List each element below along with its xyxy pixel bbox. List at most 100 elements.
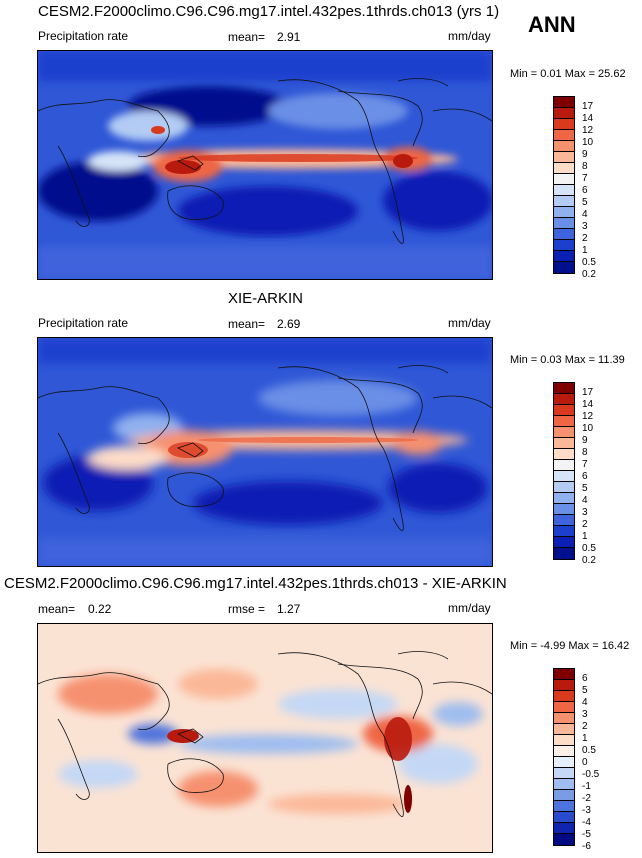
panel3-map xyxy=(37,623,493,853)
panel2-color-swatch xyxy=(554,493,574,504)
season-label: ANN xyxy=(528,12,576,37)
panel3-colorbar-label: 0 xyxy=(582,757,588,768)
panel2-variable: Precipitation rate xyxy=(38,316,129,330)
panel1-title: CESM2.F2000climo.C96.C96.mg17.intel.432p… xyxy=(38,3,500,20)
panel3-color-swatch xyxy=(554,669,574,680)
panel3-colorbar-label: 5 xyxy=(582,685,588,696)
panel2-colorbar-label: 1 xyxy=(582,531,588,542)
panel2-colorbar xyxy=(553,382,575,560)
panel1-color-swatch xyxy=(554,207,574,218)
panel1-color-swatch xyxy=(554,229,574,240)
panel3-colorbar-label: 1 xyxy=(582,733,588,744)
panel2-colorbar-label: 5 xyxy=(582,483,588,494)
panel1-color-swatch xyxy=(554,185,574,196)
panel3-color-swatch xyxy=(554,779,574,790)
panel2-units: mm/day xyxy=(448,316,491,330)
panel1-units: mm/day xyxy=(448,29,491,43)
panel2-color-swatch xyxy=(554,394,574,405)
panel2-mean-value: 2.69 xyxy=(277,317,301,331)
panel3-color-swatch xyxy=(554,834,574,845)
panel2-color-swatch xyxy=(554,471,574,482)
panel3-color-swatch xyxy=(554,801,574,812)
panel2-colorbar-label: 8 xyxy=(582,447,588,458)
panel3-color-swatch xyxy=(554,790,574,801)
panel1-color-swatch xyxy=(554,218,574,229)
panel2-color-swatch xyxy=(554,383,574,394)
panel3-colorbar-label: -1 xyxy=(582,781,591,792)
panel1-map xyxy=(37,50,493,280)
panel3-colorbar-label: 6 xyxy=(582,673,588,684)
panel3-colorbar-label: -0.5 xyxy=(582,769,600,780)
panel1-color-swatch xyxy=(554,119,574,130)
panel3-color-swatch xyxy=(554,812,574,823)
panel1-color-swatch xyxy=(554,97,574,108)
panel3-color-swatch xyxy=(554,724,574,735)
panel1-color-swatch xyxy=(554,174,574,185)
panel2-colorbar-label: 0.5 xyxy=(582,543,596,554)
panel2-colorbar-label: 10 xyxy=(582,423,594,434)
panel2-colorbar-label: 4 xyxy=(582,495,588,506)
panel2-color-swatch xyxy=(554,427,574,438)
panel1-color-swatch xyxy=(554,141,574,152)
panel2-color-swatch xyxy=(554,537,574,548)
panel3-color-swatch xyxy=(554,768,574,779)
panel3-colorbar-label: -5 xyxy=(582,829,591,840)
panel2-title: XIE-ARKIN xyxy=(228,290,304,307)
panel3-color-swatch xyxy=(554,735,574,746)
panel3-mean-label: mean= xyxy=(38,602,76,616)
panel1-variable: Precipitation rate xyxy=(38,29,129,43)
panel1-colorbar-label: 7 xyxy=(582,173,588,184)
panel3-range: Min = -4.99 Max = 16.42 xyxy=(510,640,630,652)
panel1-color-swatch xyxy=(554,240,574,251)
panel2-colorbar-label: 9 xyxy=(582,435,588,446)
panel3-color-swatch xyxy=(554,713,574,724)
panel1-range: Min = 0.01 Max = 25.62 xyxy=(510,68,626,80)
panel2-colorbar-label: 3 xyxy=(582,507,588,518)
panel1-colorbar-label: 8 xyxy=(582,161,588,172)
panel2-color-swatch xyxy=(554,416,574,427)
panel3-mean-value: 0.22 xyxy=(88,602,112,616)
panel3-colorbar-label: -4 xyxy=(582,817,591,828)
panel2-colorbar-label: 2 xyxy=(582,519,588,530)
panel2-color-swatch xyxy=(554,482,574,493)
panel3-color-swatch xyxy=(554,746,574,757)
panel2-color-swatch xyxy=(554,526,574,537)
panel2-colorbar-label: 12 xyxy=(582,411,594,422)
panel2-colorbar-label: 7 xyxy=(582,459,588,470)
panel2-map xyxy=(37,337,493,567)
panel2-color-swatch xyxy=(554,504,574,515)
panel1-colorbar-label: 12 xyxy=(582,125,594,136)
panel1-mean-value: 2.91 xyxy=(277,30,301,44)
panel2-colorbar-label: 0.2 xyxy=(582,555,596,566)
panel3-colorbar-label: -6 xyxy=(582,841,591,852)
panel1-color-swatch xyxy=(554,196,574,207)
panel3-title: CESM2.F2000climo.C96.C96.mg17.intel.432p… xyxy=(4,575,507,592)
panel1-color-swatch xyxy=(554,262,574,273)
panel3-colorbar-label: 4 xyxy=(582,697,588,708)
panel3-color-swatch xyxy=(554,702,574,713)
panel2-color-swatch xyxy=(554,515,574,526)
panel2-colorbar-label: 14 xyxy=(582,399,594,410)
panel3-rmse-label: rmse = xyxy=(228,602,266,616)
panel3-colorbar-label: 3 xyxy=(582,709,588,720)
panel2-color-swatch xyxy=(554,449,574,460)
panel1-colorbar-label: 0.5 xyxy=(582,257,596,268)
panel2-color-swatch xyxy=(554,548,574,559)
panel1-colorbar-label: 2 xyxy=(582,233,588,244)
panel1-colorbar-label: 4 xyxy=(582,209,588,220)
panel1-colorbar-label: 17 xyxy=(582,101,594,112)
panel1-colorbar-label: 6 xyxy=(582,185,588,196)
panel1-colorbar-label: 5 xyxy=(582,197,588,208)
panel2-range: Min = 0.03 Max = 11.39 xyxy=(510,354,625,366)
panel1-color-swatch xyxy=(554,163,574,174)
panel3-units: mm/day xyxy=(448,601,491,615)
panel2-color-swatch xyxy=(554,438,574,449)
panel1-colorbar-label: 3 xyxy=(582,221,588,232)
panel1-colorbar-label: 14 xyxy=(582,113,594,124)
panel3-rmse-value: 1.27 xyxy=(277,602,301,616)
panel1-color-swatch xyxy=(554,251,574,262)
panel3-colorbar-label: -3 xyxy=(582,805,591,816)
panel2-color-swatch xyxy=(554,405,574,416)
panel1-colorbar-label: 0.2 xyxy=(582,269,596,280)
panel1-color-swatch xyxy=(554,108,574,119)
